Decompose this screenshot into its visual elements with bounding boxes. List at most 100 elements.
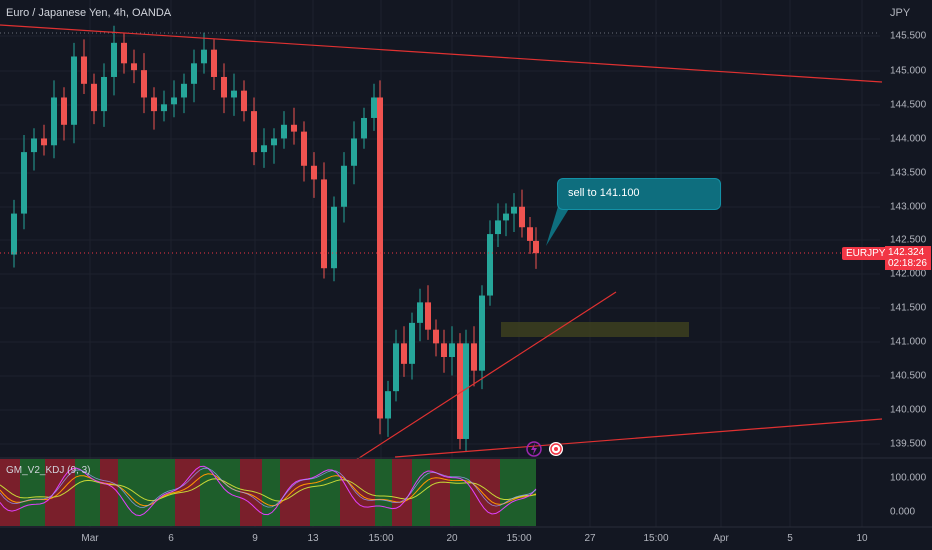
target-zone[interactable]: [501, 322, 689, 337]
sell-callout[interactable]: sell to 141.100: [557, 178, 721, 210]
candle-body: [503, 213, 509, 221]
candle-body: [361, 117, 367, 139]
kdj-band: [430, 459, 450, 526]
candle-body: [11, 213, 17, 255]
rising-trendline[interactable]: [355, 291, 617, 461]
support-trendline[interactable]: [394, 418, 883, 458]
candle-body: [181, 83, 187, 98]
candle-body: [191, 63, 197, 84]
time-tick: 15:00: [506, 533, 532, 544]
indicator-label[interactable]: GM_V2_KDJ (9, 3): [6, 465, 91, 476]
candle-body: [401, 343, 407, 364]
upper-trendline[interactable]: [0, 24, 883, 83]
candle-body: [201, 49, 207, 64]
time-tick: Mar: [81, 533, 99, 544]
candle-body: [341, 165, 347, 207]
last-price-value: 142.324: [888, 247, 925, 258]
candle-body: [371, 97, 377, 118]
time-tick: 5: [787, 533, 793, 544]
candle-body: [471, 343, 477, 371]
candle-body: [231, 90, 237, 98]
time-tick: 15:00: [368, 533, 394, 544]
price-tick: 140.500: [890, 370, 927, 382]
candle-body: [301, 131, 307, 166]
bar-countdown: 02:18:26: [888, 258, 927, 269]
candle-body: [51, 97, 57, 146]
candle-body: [271, 138, 277, 146]
candle-body: [417, 302, 423, 323]
candle-body: [171, 97, 177, 105]
candle-body: [385, 391, 391, 419]
callout-text: sell to 141.100: [568, 187, 640, 199]
lightning-icon[interactable]: [526, 441, 542, 457]
kdj-mid-line: [0, 467, 537, 508]
candle-body: [479, 295, 485, 371]
price-tick: 142.500: [890, 234, 927, 246]
candle-body: [161, 104, 167, 112]
kdj-band: [100, 459, 118, 526]
kdj-band: [392, 459, 412, 526]
kdj-band: [262, 459, 280, 526]
currency-label: JPY: [890, 7, 911, 19]
kdj-band: [470, 459, 500, 526]
kdj-band: [20, 459, 45, 526]
candle-body: [261, 145, 267, 153]
candle-body: [111, 42, 117, 77]
price-tick: 145.500: [890, 30, 927, 42]
candle-body: [141, 70, 147, 98]
time-tick: 20: [446, 533, 458, 544]
target-icon[interactable]: [549, 442, 563, 456]
time-tick: 9: [252, 533, 258, 544]
candle-body: [91, 83, 97, 112]
candle-body: [291, 124, 297, 132]
time-tick: 15:00: [643, 533, 669, 544]
kdj-j-line: [0, 465, 537, 517]
kdj-band: [310, 459, 340, 526]
price-tick: 144.000: [890, 133, 927, 145]
candle-body: [409, 322, 415, 364]
price-tick: 142.000: [890, 268, 927, 280]
candle-body: [449, 343, 455, 358]
indicator-tick: 100.000: [890, 472, 927, 484]
candle-body: [321, 179, 327, 269]
candle-body: [527, 227, 533, 241]
price-tick: 143.000: [890, 201, 927, 213]
candle-body: [151, 97, 157, 112]
candlestick-series: [11, 25, 539, 452]
kdj-band: [375, 459, 392, 526]
candle-body: [441, 343, 447, 358]
candle-body: [81, 56, 87, 84]
candle-body: [71, 56, 77, 125]
candle-body: [221, 76, 227, 98]
candle-body: [281, 124, 287, 139]
time-tick: Apr: [713, 533, 729, 544]
candle-body: [393, 343, 399, 392]
candle-body: [251, 111, 257, 153]
kdj-band: [450, 459, 470, 526]
candle-body: [425, 302, 431, 330]
time-tick: 13: [307, 533, 319, 544]
candle-body: [433, 329, 439, 344]
candle-body: [511, 206, 517, 214]
candle-body: [519, 206, 525, 228]
candle-body: [21, 152, 27, 214]
price-tick: 145.000: [890, 65, 927, 77]
candle-body: [377, 97, 383, 419]
candle-body: [533, 240, 539, 254]
symbol-price-tag: EURJPY: [842, 247, 890, 260]
price-tick: 141.500: [890, 302, 927, 314]
indicator-tick: 0.000: [890, 506, 916, 518]
candle-body: [331, 206, 337, 269]
kdj-d-line: [0, 478, 537, 502]
symbol-title[interactable]: Euro / Japanese Yen, 4h, OANDA: [6, 7, 172, 19]
kdj-k-line: [0, 473, 537, 507]
candle-body: [457, 343, 463, 439]
candle-body: [463, 343, 469, 439]
price-tick: 139.500: [890, 438, 927, 450]
candle-body: [101, 76, 107, 112]
kdj-band: [200, 459, 240, 526]
candle-body: [121, 42, 127, 64]
candle-body: [241, 90, 247, 112]
candle-body: [31, 138, 37, 153]
